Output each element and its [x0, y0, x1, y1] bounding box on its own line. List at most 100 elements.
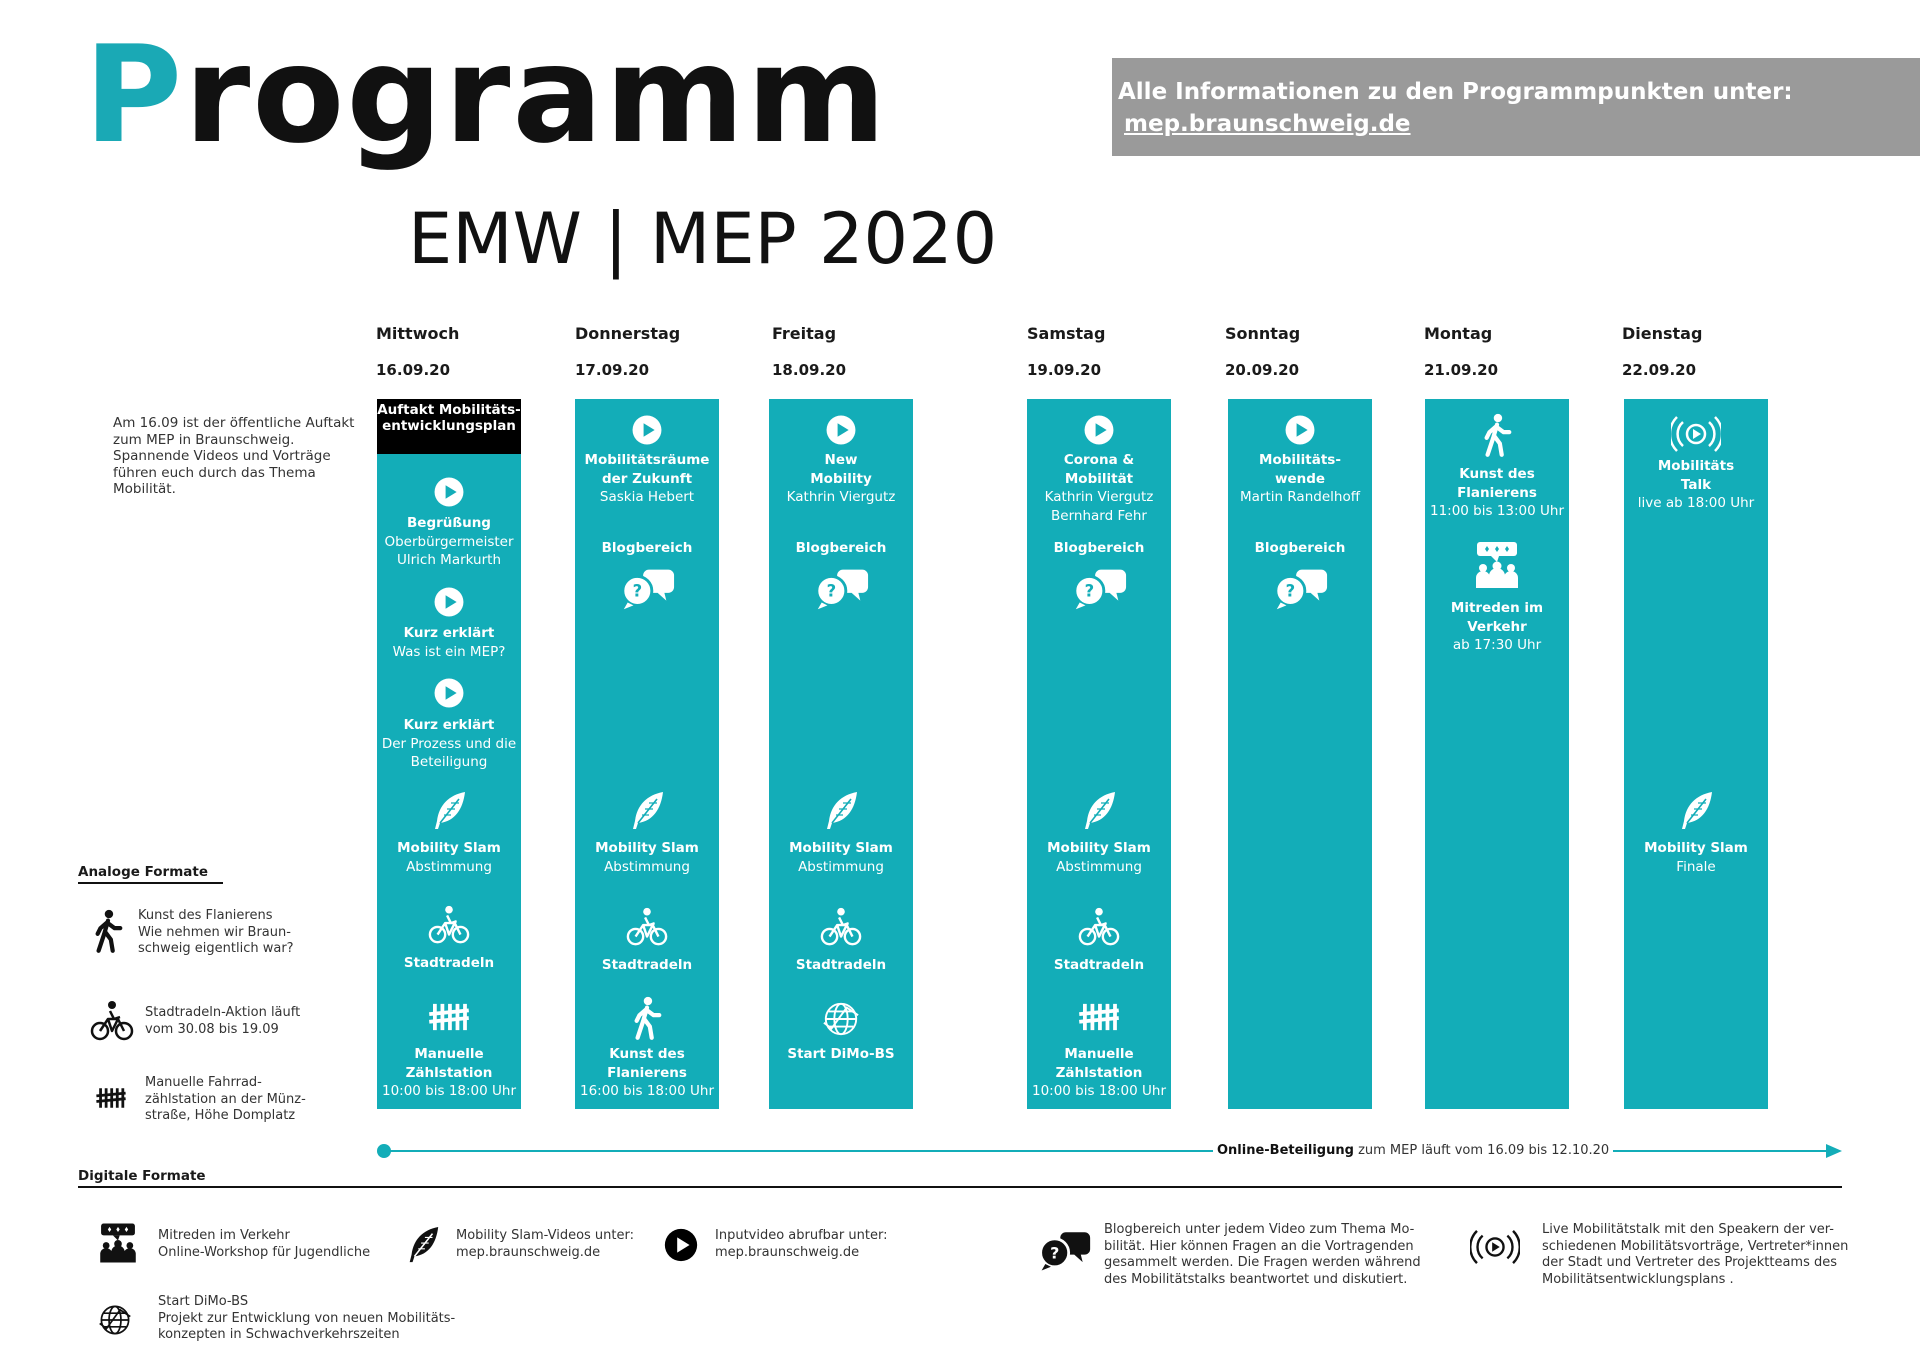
legend-dimo: Start DiMo-BS Projekt zur Entwicklung von… [158, 1294, 456, 1342]
group-chat-icon [96, 1222, 140, 1264]
feather-icon [1079, 789, 1119, 833]
item-blogbereich: Blogbereich [1254, 540, 1346, 556]
arrow-right-icon [1826, 1144, 1842, 1158]
day-name-montag: Montag [1424, 324, 1493, 343]
feather-icon [627, 789, 667, 833]
day-name-samstag: Samstag [1027, 324, 1106, 343]
analog-heading: Analoge Formate [78, 864, 208, 880]
item-mobility-slam-finale: Mobility Slam Finale [1644, 840, 1748, 875]
item-kunst-des-flanierens: Kunst des Flanierens 11:00 bis 13:00 Uhr [1429, 466, 1565, 519]
digital-heading: Digitale Formate [78, 1168, 206, 1184]
play-icon[interactable] [432, 676, 466, 710]
legend-bike: Stadtradeln-Aktion läuft vom 30.08 bis 19… [145, 1005, 301, 1037]
speech-bubbles-icon[interactable] [1271, 565, 1329, 611]
live-broadcast-icon [1470, 1228, 1520, 1266]
legend-walk: Kunst des Flanierens Wie nehmen wir Braun… [138, 908, 294, 956]
day-name-sonntag: Sonntag [1225, 324, 1301, 343]
page-title: Programm [84, 17, 889, 173]
column-donnerstag: Mobilitätsräume der Zukunft Saskia Hebert … [575, 399, 719, 1109]
feather-icon [404, 1222, 442, 1268]
item-video: Mobilitäts-wende Martin Randelhoff [1239, 452, 1361, 505]
item-blogbereich: Blogbereich [795, 540, 887, 556]
item-stadtradeln: Stadtradeln [601, 957, 693, 973]
item-video: New Mobility Kathrin Viergutz [786, 452, 896, 505]
item-video: Corona & Mobilität Kathrin Viergutz Bernhar… [1044, 452, 1154, 524]
page-subtitle: EMW | MEP 2020 [408, 198, 998, 280]
play-icon[interactable] [1283, 413, 1317, 447]
item-blogbereich: Blogbereich [601, 540, 693, 556]
info-text: Alle Informationen zu den Programmpunkte… [1118, 79, 1793, 105]
day-name-mittwoch: Mittwoch [376, 324, 460, 343]
speech-bubbles-icon [1036, 1228, 1092, 1272]
item-mobility-slam: Mobility Slam Abstimmung [397, 840, 501, 875]
group-chat-icon [1471, 541, 1523, 589]
column-sonntag: Mobilitäts-wende Martin Randelhoff Blogbe… [1228, 399, 1372, 1109]
legend-inputvideo: Inputvideo abrufbar unter: mep.braunschwe… [715, 1228, 888, 1260]
legend-mitreden: Mitreden im Verkehr Online-Workshop für J… [158, 1228, 371, 1260]
day-date-donnerstag: 17.09.20 [575, 361, 650, 379]
walking-person-icon [631, 996, 663, 1040]
speech-bubbles-icon[interactable] [618, 565, 676, 611]
globe-icon [98, 1303, 132, 1337]
item-video: Mobilitätsräume der Zukunft Saskia Hebert [584, 452, 710, 505]
tally-icon [1077, 1001, 1121, 1033]
item-begruessung: Begrüßung Oberbürgermeister Ulrich Markurt… [384, 515, 514, 568]
item-zaehlstation: Manuelle Zählstation 10:00 bis 18:00 Uhr [381, 1046, 517, 1099]
day-date-freitag: 18.09.20 [772, 361, 847, 379]
day-date-montag: 21.09.20 [1424, 361, 1499, 379]
item-stadtradeln: Stadtradeln [403, 955, 495, 971]
info-banner: Alle Informationen zu den Programmpunkte… [1112, 58, 1920, 156]
bicycle-icon [90, 998, 134, 1044]
item-stadtradeln: Stadtradeln [795, 957, 887, 973]
legend-count: Manuelle Fahrrad-zählstation an der Münz… [145, 1075, 306, 1123]
item-stadtradeln: Stadtradeln [1053, 957, 1145, 973]
globe-icon [822, 1000, 860, 1038]
analog-rule [78, 882, 223, 884]
column-freitag: New Mobility Kathrin Viergutz Blogbereich … [769, 399, 913, 1109]
walking-person-icon [92, 908, 124, 954]
feather-icon [1676, 789, 1716, 833]
play-icon[interactable] [630, 413, 664, 447]
item-mobility-slam: Mobility Slam Abstimmung [1047, 840, 1151, 875]
day-date-mittwoch: 16.09.20 [376, 361, 451, 379]
item-kurz-erklaert-1: Kurz erklärt Was ist ein MEP? [392, 625, 506, 660]
column-samstag: Corona & Mobilität Kathrin Viergutz Bernhar… [1027, 399, 1171, 1109]
day-date-dienstag: 22.09.20 [1622, 361, 1697, 379]
timeline-line [384, 1150, 1834, 1152]
bicycle-icon [428, 904, 470, 946]
column-dienstag: Mobilitäts Talk live ab 18:00 Uhr Mobility… [1624, 399, 1768, 1109]
play-icon[interactable] [824, 413, 858, 447]
speech-bubbles-icon[interactable] [812, 565, 870, 611]
item-kurz-erklaert-2: Kurz erklärt Der Prozess und die Beteiligu… [381, 717, 517, 770]
day-date-sonntag: 20.09.20 [1225, 361, 1300, 379]
intro-note: Am 16.09 ist der öffentliche Auftakt zum… [113, 415, 355, 497]
item-mitreden-im-verkehr: Mitreden im Verkehr ab 17:30 Uhr [1450, 600, 1544, 653]
bicycle-icon [1078, 906, 1120, 948]
feather-icon [429, 789, 469, 833]
info-link[interactable]: mep.braunschweig.de [1124, 111, 1411, 137]
play-icon[interactable] [1082, 413, 1116, 447]
legend-slam: Mobility Slam-Videos unter: mep.braunschw… [456, 1228, 635, 1260]
day-date-samstag: 19.09.20 [1027, 361, 1102, 379]
play-icon[interactable] [432, 585, 466, 619]
tally-icon [427, 1001, 471, 1033]
legend-live-talk: Live Mobilitätstalk mit den Speakern der… [1542, 1222, 1849, 1287]
feather-icon [821, 789, 861, 833]
item-mobility-slam: Mobility Slam Abstimmung [789, 840, 893, 875]
play-icon [662, 1226, 700, 1264]
bicycle-icon [820, 906, 862, 948]
speech-bubbles-icon[interactable] [1070, 565, 1128, 611]
item-blogbereich: Blogbereich [1053, 540, 1145, 556]
walking-person-icon [1481, 413, 1513, 457]
digital-rule [78, 1186, 1842, 1188]
item-mobilitaets-talk: Mobilitäts Talk live ab 18:00 Uhr [1637, 458, 1755, 511]
live-broadcast-icon[interactable] [1671, 414, 1721, 454]
online-beteiligung-label: Online-Beteiligung zum MEP läuft vom 16.… [1213, 1143, 1614, 1158]
item-zaehlstation: Manuelle Zählstation 10:00 bis 18:00 Uhr [1031, 1046, 1167, 1099]
day-name-donnerstag: Donnerstag [575, 324, 681, 343]
item-dimo-bs: Start DiMo-BS [787, 1046, 895, 1062]
play-icon[interactable] [432, 475, 466, 509]
day-name-freitag: Freitag [772, 324, 837, 343]
auftakt-header: Auftakt Mobilitäts-entwicklungsplan [377, 399, 521, 454]
column-mittwoch: Auftakt Mobilitäts-entwicklungsplan Begr… [377, 399, 521, 1109]
